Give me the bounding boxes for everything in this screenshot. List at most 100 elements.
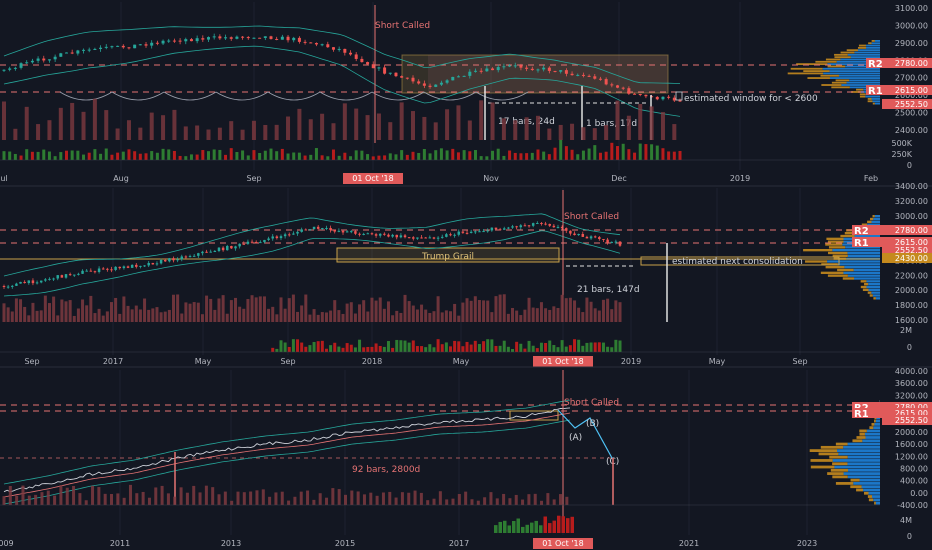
- volume-bar: [205, 295, 209, 322]
- candle-body: [422, 83, 426, 86]
- candle-body: [598, 237, 601, 240]
- candle-body: [474, 231, 477, 233]
- volume-bar: [39, 310, 43, 322]
- volume-bar: [118, 313, 122, 322]
- profile-bar: [847, 442, 880, 446]
- volume-bar: [19, 155, 23, 160]
- volume-bar-upper: [115, 128, 120, 140]
- volume-bar: [597, 310, 601, 322]
- candle-body: [133, 44, 137, 49]
- panel-weekly[interactable]: Trump Grail estimated next consolidation…: [0, 182, 932, 367]
- profile-bar-side: [810, 459, 833, 462]
- candle-body: [383, 233, 386, 235]
- profile-bar-side: [828, 251, 848, 255]
- candle-body: [267, 238, 270, 240]
- candle-body: [97, 268, 101, 272]
- candle-body: [221, 247, 225, 251]
- profile-bar: [847, 254, 880, 257]
- volume-bar: [564, 146, 568, 160]
- volume-bar: [333, 300, 337, 322]
- volume-bar-upper: [581, 127, 586, 140]
- volume-bar: [353, 313, 357, 322]
- volume-bar: [68, 300, 72, 322]
- candle-body: [498, 229, 502, 231]
- candle-body: [331, 47, 335, 50]
- volume-bar: [525, 153, 529, 160]
- volume-bar: [59, 152, 63, 160]
- candle-body: [85, 270, 88, 272]
- profile-bar-side: [832, 254, 848, 257]
- candle-body: [292, 233, 295, 235]
- volume-bar-lower: [506, 346, 510, 352]
- profile-bar: [859, 478, 880, 482]
- candle-body: [155, 263, 159, 265]
- volume-bar: [457, 494, 461, 505]
- volume-bar: [650, 144, 654, 160]
- profile-bar: [847, 251, 880, 255]
- candle-body: [213, 251, 217, 253]
- candle-body: [593, 76, 597, 79]
- volume-bar-upper: [70, 102, 75, 140]
- volume-bar: [82, 154, 86, 160]
- volume-bar: [508, 150, 512, 160]
- volume-bar: [246, 155, 250, 160]
- volume-bar: [8, 151, 12, 160]
- volume-bar: [249, 491, 253, 505]
- volume-bars: [2, 294, 622, 352]
- consolidation-box: [640, 256, 840, 266]
- candle-body: [184, 256, 188, 258]
- volume-bar-upper: [161, 115, 166, 140]
- profile-bar-side: [864, 491, 869, 495]
- candle-body: [587, 75, 591, 77]
- profile-bar: [832, 459, 880, 462]
- volume-bar: [235, 152, 239, 160]
- volume-bar-lower: [465, 341, 469, 352]
- volume-bar: [540, 500, 544, 505]
- candle-body: [486, 230, 489, 232]
- volume-bar-lower: [552, 520, 556, 533]
- profile-bar: [845, 246, 880, 249]
- volume-bar: [143, 298, 147, 322]
- profile-bar-side: [829, 455, 848, 459]
- volume-bar: [46, 490, 50, 505]
- last-price-badge-value: 2552.50: [895, 100, 928, 109]
- volume-bar-upper: [570, 123, 575, 140]
- profile-bar-side: [827, 274, 848, 277]
- profile-bar-side: [860, 280, 867, 283]
- profile-bar-side: [867, 100, 873, 103]
- volume-bar-lower: [614, 339, 618, 352]
- volume-bar-lower: [308, 345, 312, 352]
- volume-bar: [201, 150, 205, 160]
- volume-bar: [411, 151, 415, 160]
- volume-bar: [27, 315, 31, 322]
- volume-bar-lower: [486, 339, 490, 352]
- candle-body: [130, 264, 134, 268]
- candle-body: [542, 67, 546, 70]
- profile-bar: [871, 220, 880, 223]
- volume-bar: [192, 302, 196, 322]
- volume-bar-lower: [507, 525, 511, 533]
- candle-body: [519, 65, 523, 68]
- candle-body: [485, 68, 489, 72]
- candle-body: [288, 234, 291, 236]
- candle-body: [370, 233, 374, 235]
- panel-monthly[interactable]: Short Called 92 bars, 2800d (A) (B) (C) …: [0, 367, 932, 549]
- volume-bar: [618, 302, 622, 322]
- volume-bar: [30, 151, 34, 160]
- volume-bar-lower: [271, 347, 275, 352]
- volume-bar: [43, 295, 47, 322]
- volume-bar: [263, 150, 267, 160]
- panel-daily[interactable]: Short Called 17 bars, 24d 1 bars, 17d es…: [0, 2, 932, 184]
- candle-body: [383, 67, 387, 74]
- r1-badge-label: R1: [854, 409, 869, 420]
- volume-bar: [72, 315, 76, 322]
- candle-body: [110, 46, 114, 48]
- y-tick-label: 1800.00: [895, 301, 928, 310]
- candle-body: [25, 62, 29, 64]
- volume-bar-lower: [568, 345, 572, 352]
- volume-bar: [286, 153, 290, 160]
- volume-bar-lower: [530, 522, 534, 533]
- volume-bar: [508, 498, 512, 505]
- volume-bar: [159, 312, 163, 322]
- volume-bar: [434, 150, 438, 160]
